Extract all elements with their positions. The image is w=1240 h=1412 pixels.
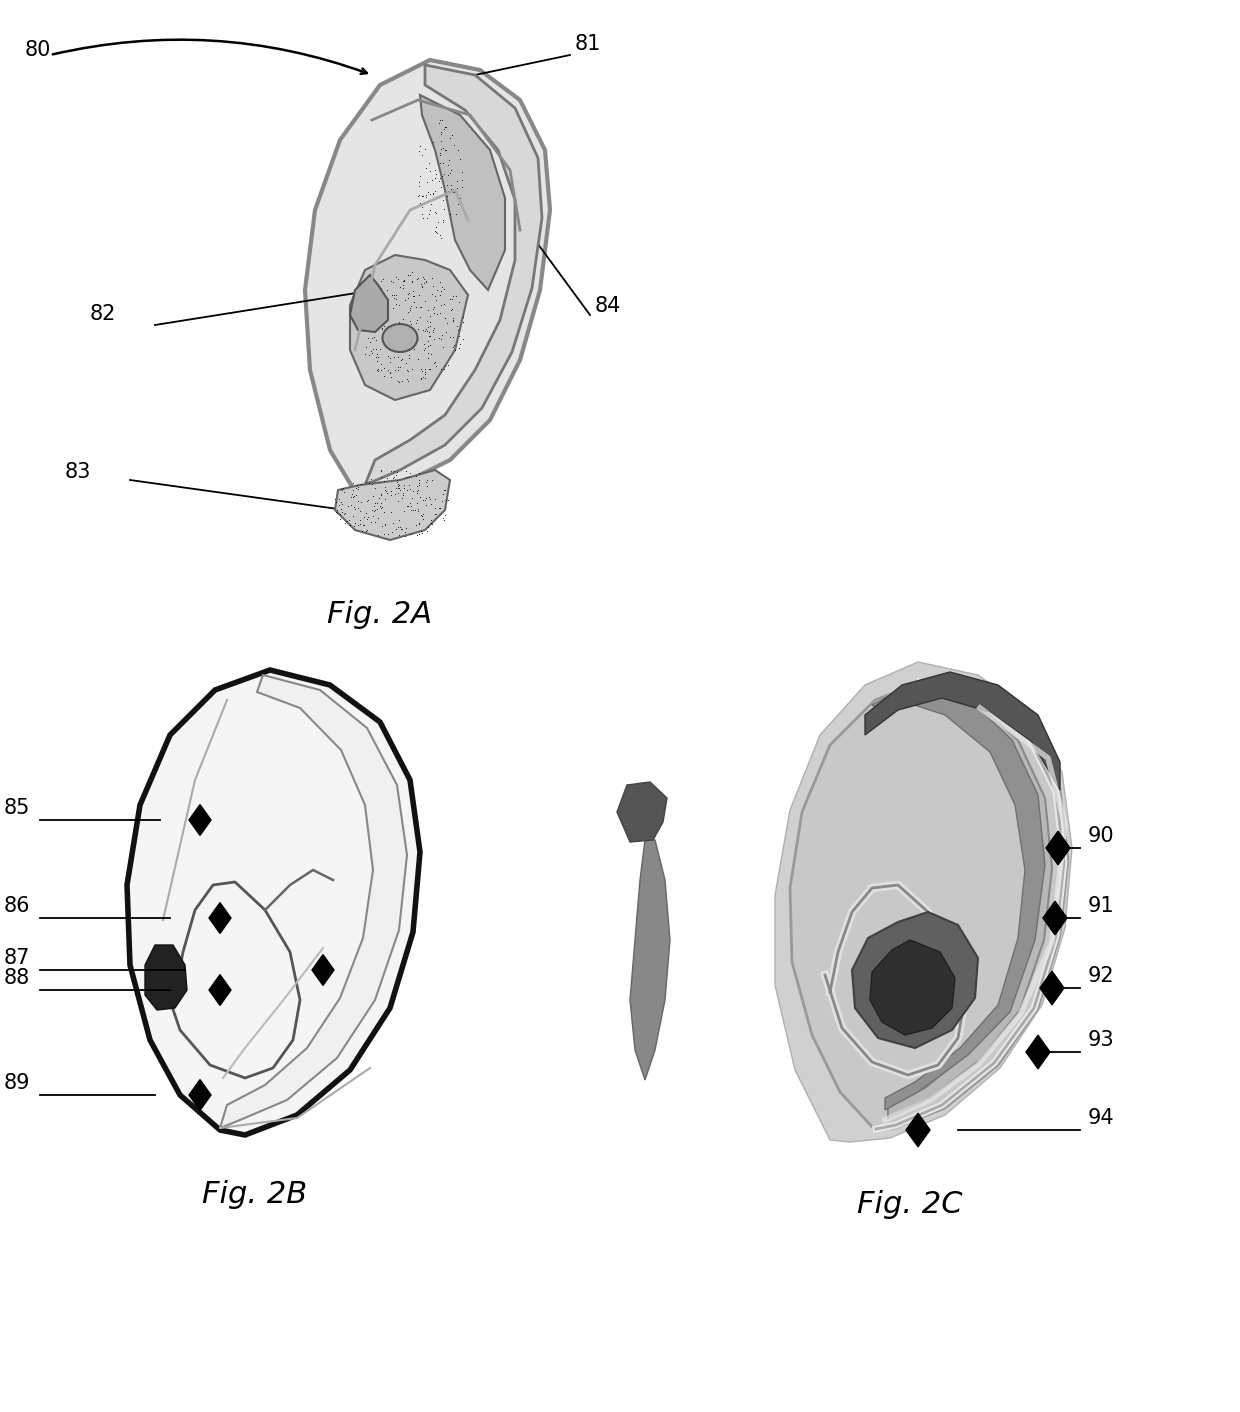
Polygon shape — [1043, 901, 1066, 935]
Text: 89: 89 — [4, 1073, 30, 1093]
Text: Fig. 2C: Fig. 2C — [857, 1190, 962, 1219]
Polygon shape — [188, 805, 211, 836]
Text: 93: 93 — [1087, 1029, 1115, 1051]
Polygon shape — [866, 672, 1060, 789]
Polygon shape — [790, 681, 1068, 1130]
Text: Fig. 2B: Fig. 2B — [202, 1180, 308, 1209]
Text: 81: 81 — [575, 34, 601, 54]
Polygon shape — [1040, 971, 1064, 1005]
Text: 83: 83 — [64, 462, 92, 481]
Polygon shape — [888, 685, 1052, 1118]
Polygon shape — [219, 675, 407, 1128]
Polygon shape — [420, 95, 505, 289]
Polygon shape — [1047, 832, 1070, 864]
Polygon shape — [870, 940, 955, 1035]
Ellipse shape — [382, 323, 418, 352]
Text: 87: 87 — [4, 947, 30, 969]
Text: 92: 92 — [1087, 966, 1115, 986]
Polygon shape — [350, 275, 388, 332]
Text: 94: 94 — [1087, 1108, 1115, 1128]
Text: 86: 86 — [4, 897, 30, 916]
Polygon shape — [210, 902, 231, 933]
Text: 88: 88 — [4, 969, 30, 988]
Text: 91: 91 — [1087, 897, 1115, 916]
Polygon shape — [126, 671, 420, 1135]
Polygon shape — [350, 256, 467, 400]
Polygon shape — [145, 945, 187, 1010]
Polygon shape — [852, 912, 978, 1048]
Polygon shape — [872, 682, 1045, 1110]
Polygon shape — [618, 782, 667, 842]
Polygon shape — [210, 974, 231, 1005]
Text: 90: 90 — [1087, 826, 1115, 846]
Polygon shape — [906, 1113, 930, 1147]
Polygon shape — [1025, 1035, 1050, 1069]
Polygon shape — [312, 955, 334, 986]
Text: 80: 80 — [25, 40, 51, 59]
Polygon shape — [305, 59, 551, 500]
Text: 84: 84 — [595, 297, 621, 316]
Text: Fig. 2A: Fig. 2A — [327, 600, 433, 628]
Text: 82: 82 — [91, 304, 117, 323]
Polygon shape — [775, 662, 1073, 1142]
Text: 85: 85 — [4, 798, 30, 818]
Polygon shape — [365, 65, 542, 484]
Polygon shape — [630, 840, 670, 1080]
Polygon shape — [188, 1080, 211, 1110]
Polygon shape — [335, 470, 450, 539]
